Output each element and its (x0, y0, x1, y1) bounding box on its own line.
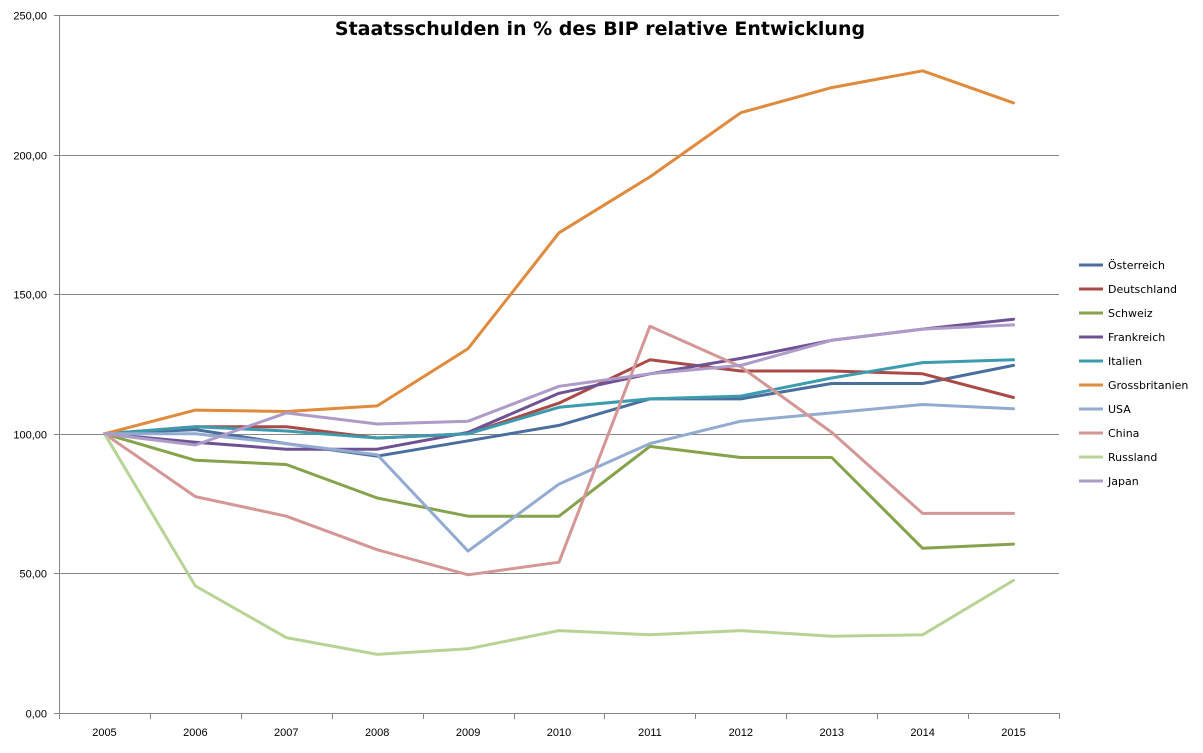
x-tick-label: 2007 (274, 727, 298, 739)
legend-label: Japan (1107, 475, 1139, 488)
axes: 0,00 50,00 100,00 150,00 200,00 250,00 2005 200… (13, 11, 1060, 739)
y-tick-label: 0,00 (26, 709, 47, 721)
x-tick-label: 2009 (456, 727, 480, 739)
series-line-china (103, 324, 1015, 577)
legend-label: Grossbritanien (1108, 379, 1188, 392)
x-tick-label: 2005 (92, 727, 116, 739)
legend-label: China (1108, 427, 1139, 440)
legend-label: Schweiz (1108, 307, 1153, 320)
gridlines (59, 15, 1059, 574)
series-line-usa (103, 403, 1015, 553)
legend-label: Russland (1108, 451, 1157, 464)
x-tick-label: 2013 (819, 727, 843, 739)
y-tick-label: 250,00 (13, 11, 47, 23)
legend-label: Deutschland (1108, 283, 1177, 296)
series-lines (103, 69, 1015, 656)
chart-title: Staatsschulden in % des BIP relative Ent… (335, 18, 865, 40)
y-tick-label: 50,00 (19, 569, 47, 581)
x-tick-label: 2008 (365, 727, 389, 739)
y-tick-label: 150,00 (13, 290, 47, 302)
x-tick-label: 2014 (910, 727, 934, 739)
x-tick-label: 2006 (183, 727, 207, 739)
series-line-grossbritanien (103, 69, 1015, 436)
legend-label: Italien (1108, 355, 1142, 368)
legend: Österreich Deutschland Schweiz Frankreich It… (1079, 259, 1188, 488)
x-tick-label: 2012 (729, 727, 753, 739)
x-tick-label: 2011 (638, 727, 662, 739)
series-line-italien (103, 358, 1015, 440)
y-tick-label: 100,00 (13, 430, 47, 442)
y-tick-label: 200,00 (13, 151, 47, 163)
series-line-schweiz (103, 432, 1015, 550)
x-tick-label: 2015 (1001, 727, 1025, 739)
x-tick-label: 2010 (547, 727, 571, 739)
legend-label: USA (1108, 403, 1131, 416)
legend-label: Österreich (1108, 259, 1165, 272)
series-line-japan (103, 323, 1015, 447)
legend-label: Frankreich (1108, 331, 1165, 344)
series-line-russland (103, 432, 1015, 656)
